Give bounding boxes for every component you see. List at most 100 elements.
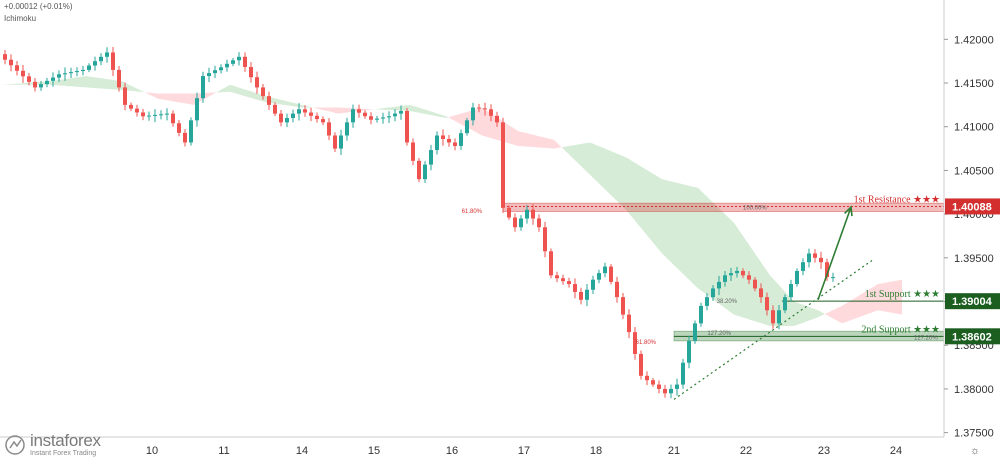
price-tag-label-0: 1.40088 <box>952 201 992 213</box>
candle <box>645 371 649 386</box>
ichimoku-cloud-slice <box>449 116 452 120</box>
ichimoku-cloud-slice <box>866 289 869 315</box>
candle <box>633 326 637 360</box>
candle <box>573 278 577 299</box>
level-label-2: 2nd Support ★★★ <box>861 324 940 335</box>
candle <box>225 59 229 72</box>
candle <box>249 62 253 83</box>
candle-body <box>429 150 433 165</box>
ichimoku-cloud-slice <box>518 131 521 147</box>
candle <box>333 132 337 152</box>
candle-body <box>663 388 667 394</box>
ichimoku-cloud-slice <box>812 308 815 320</box>
ichimoku-cloud-slice <box>791 298 794 327</box>
ichimoku-cloud-slice <box>245 89 248 98</box>
candle <box>93 56 97 71</box>
ichimoku-cloud-slice <box>53 80 56 86</box>
ichimoku-cloud-slice <box>629 159 632 218</box>
ichimoku-cloud-slice <box>62 79 65 86</box>
y-tick-label: 1.41000 <box>954 122 994 134</box>
settings-gear-icon[interactable]: ☼ <box>970 445 981 457</box>
candle <box>291 109 295 123</box>
ichimoku-cloud-slice <box>749 244 752 321</box>
ichimoku-cloud-slice <box>578 143 581 167</box>
candle-body <box>435 135 439 151</box>
candle <box>243 52 247 72</box>
brand-mark-icon <box>5 434 25 455</box>
candle <box>39 80 43 91</box>
candle-body <box>219 67 223 71</box>
x-tick-label: 24 <box>890 445 902 457</box>
ichimoku-cloud-slice <box>617 153 620 204</box>
candle <box>417 157 421 183</box>
candle <box>411 138 415 166</box>
candle <box>339 129 343 156</box>
candle <box>165 108 169 121</box>
y-tick-label: 1.38000 <box>954 384 994 396</box>
ichimoku-cloud-slice <box>638 164 641 228</box>
ichimoku-cloud-slice <box>611 151 614 199</box>
ichimoku-cloud-slice <box>146 92 149 95</box>
ichimoku-cloud-slice <box>620 154 623 207</box>
candle <box>381 112 385 124</box>
candle <box>591 275 595 295</box>
ichimoku-cloud-slice <box>341 107 344 114</box>
ichimoku-cloud-slice <box>425 109 428 115</box>
ichimoku-cloud-slice <box>224 86 227 93</box>
candle-body <box>75 71 79 73</box>
candle-body <box>279 113 283 123</box>
candle-body <box>633 332 637 354</box>
candle-body <box>387 116 391 118</box>
ichimoku-cloud-slice <box>506 123 509 144</box>
ichimoku-cloud-slice <box>608 149 611 196</box>
ichimoku-cloud-slice <box>173 93 176 102</box>
candle-body <box>651 380 655 385</box>
ichimoku-cloud-slice <box>710 199 713 300</box>
candle-body <box>729 273 733 276</box>
ichimoku-cloud-slice <box>728 217 731 313</box>
candle-body <box>261 87 265 97</box>
candle <box>81 65 85 76</box>
candle <box>513 213 517 232</box>
ichimoku-cloud-slice <box>287 101 290 106</box>
candle-body <box>183 132 187 143</box>
candle-body <box>39 84 43 88</box>
candle-body <box>363 112 367 117</box>
candle <box>195 92 199 127</box>
candle-body <box>3 54 7 60</box>
candle-body <box>459 133 463 146</box>
ichimoku-cloud-slice <box>101 78 104 89</box>
ichimoku-cloud-slice <box>743 235 746 319</box>
candle-body <box>543 227 547 252</box>
candle <box>687 335 691 369</box>
ichimoku-cloud-slice <box>419 107 422 114</box>
price-change-readout: +0.00012 (+0.01%) <box>4 2 73 11</box>
ichimoku-cloud-slice <box>314 107 317 109</box>
ichimoku-cloud-slice <box>599 146 602 187</box>
ichimoku-cloud-slice <box>446 116 449 118</box>
ichimoku-cloud-slice <box>38 81 41 85</box>
candle <box>807 248 811 268</box>
fib-annotation: 127.20% <box>707 331 731 337</box>
candle <box>15 60 19 76</box>
candle-body <box>609 266 613 282</box>
candle <box>465 117 469 136</box>
candle-body <box>417 160 421 180</box>
candle <box>147 111 151 121</box>
ichimoku-cloud-slice <box>131 85 134 92</box>
candle <box>87 63 91 73</box>
ichimoku-cloud-slice <box>587 142 590 175</box>
ichimoku-cloud-slice <box>458 113 461 125</box>
candle <box>441 129 445 146</box>
indicator-label: Ichimoku <box>4 14 37 23</box>
candle <box>699 302 703 327</box>
candle <box>261 84 265 100</box>
ichimoku-cloud-slice <box>293 102 296 107</box>
candle-body <box>231 60 235 64</box>
ichimoku-cloud-slice <box>374 108 377 110</box>
candle <box>549 248 553 279</box>
candle <box>405 108 409 146</box>
ichimoku-cloud-slice <box>566 146 569 155</box>
ichimoku-cloud-slice <box>662 179 665 257</box>
